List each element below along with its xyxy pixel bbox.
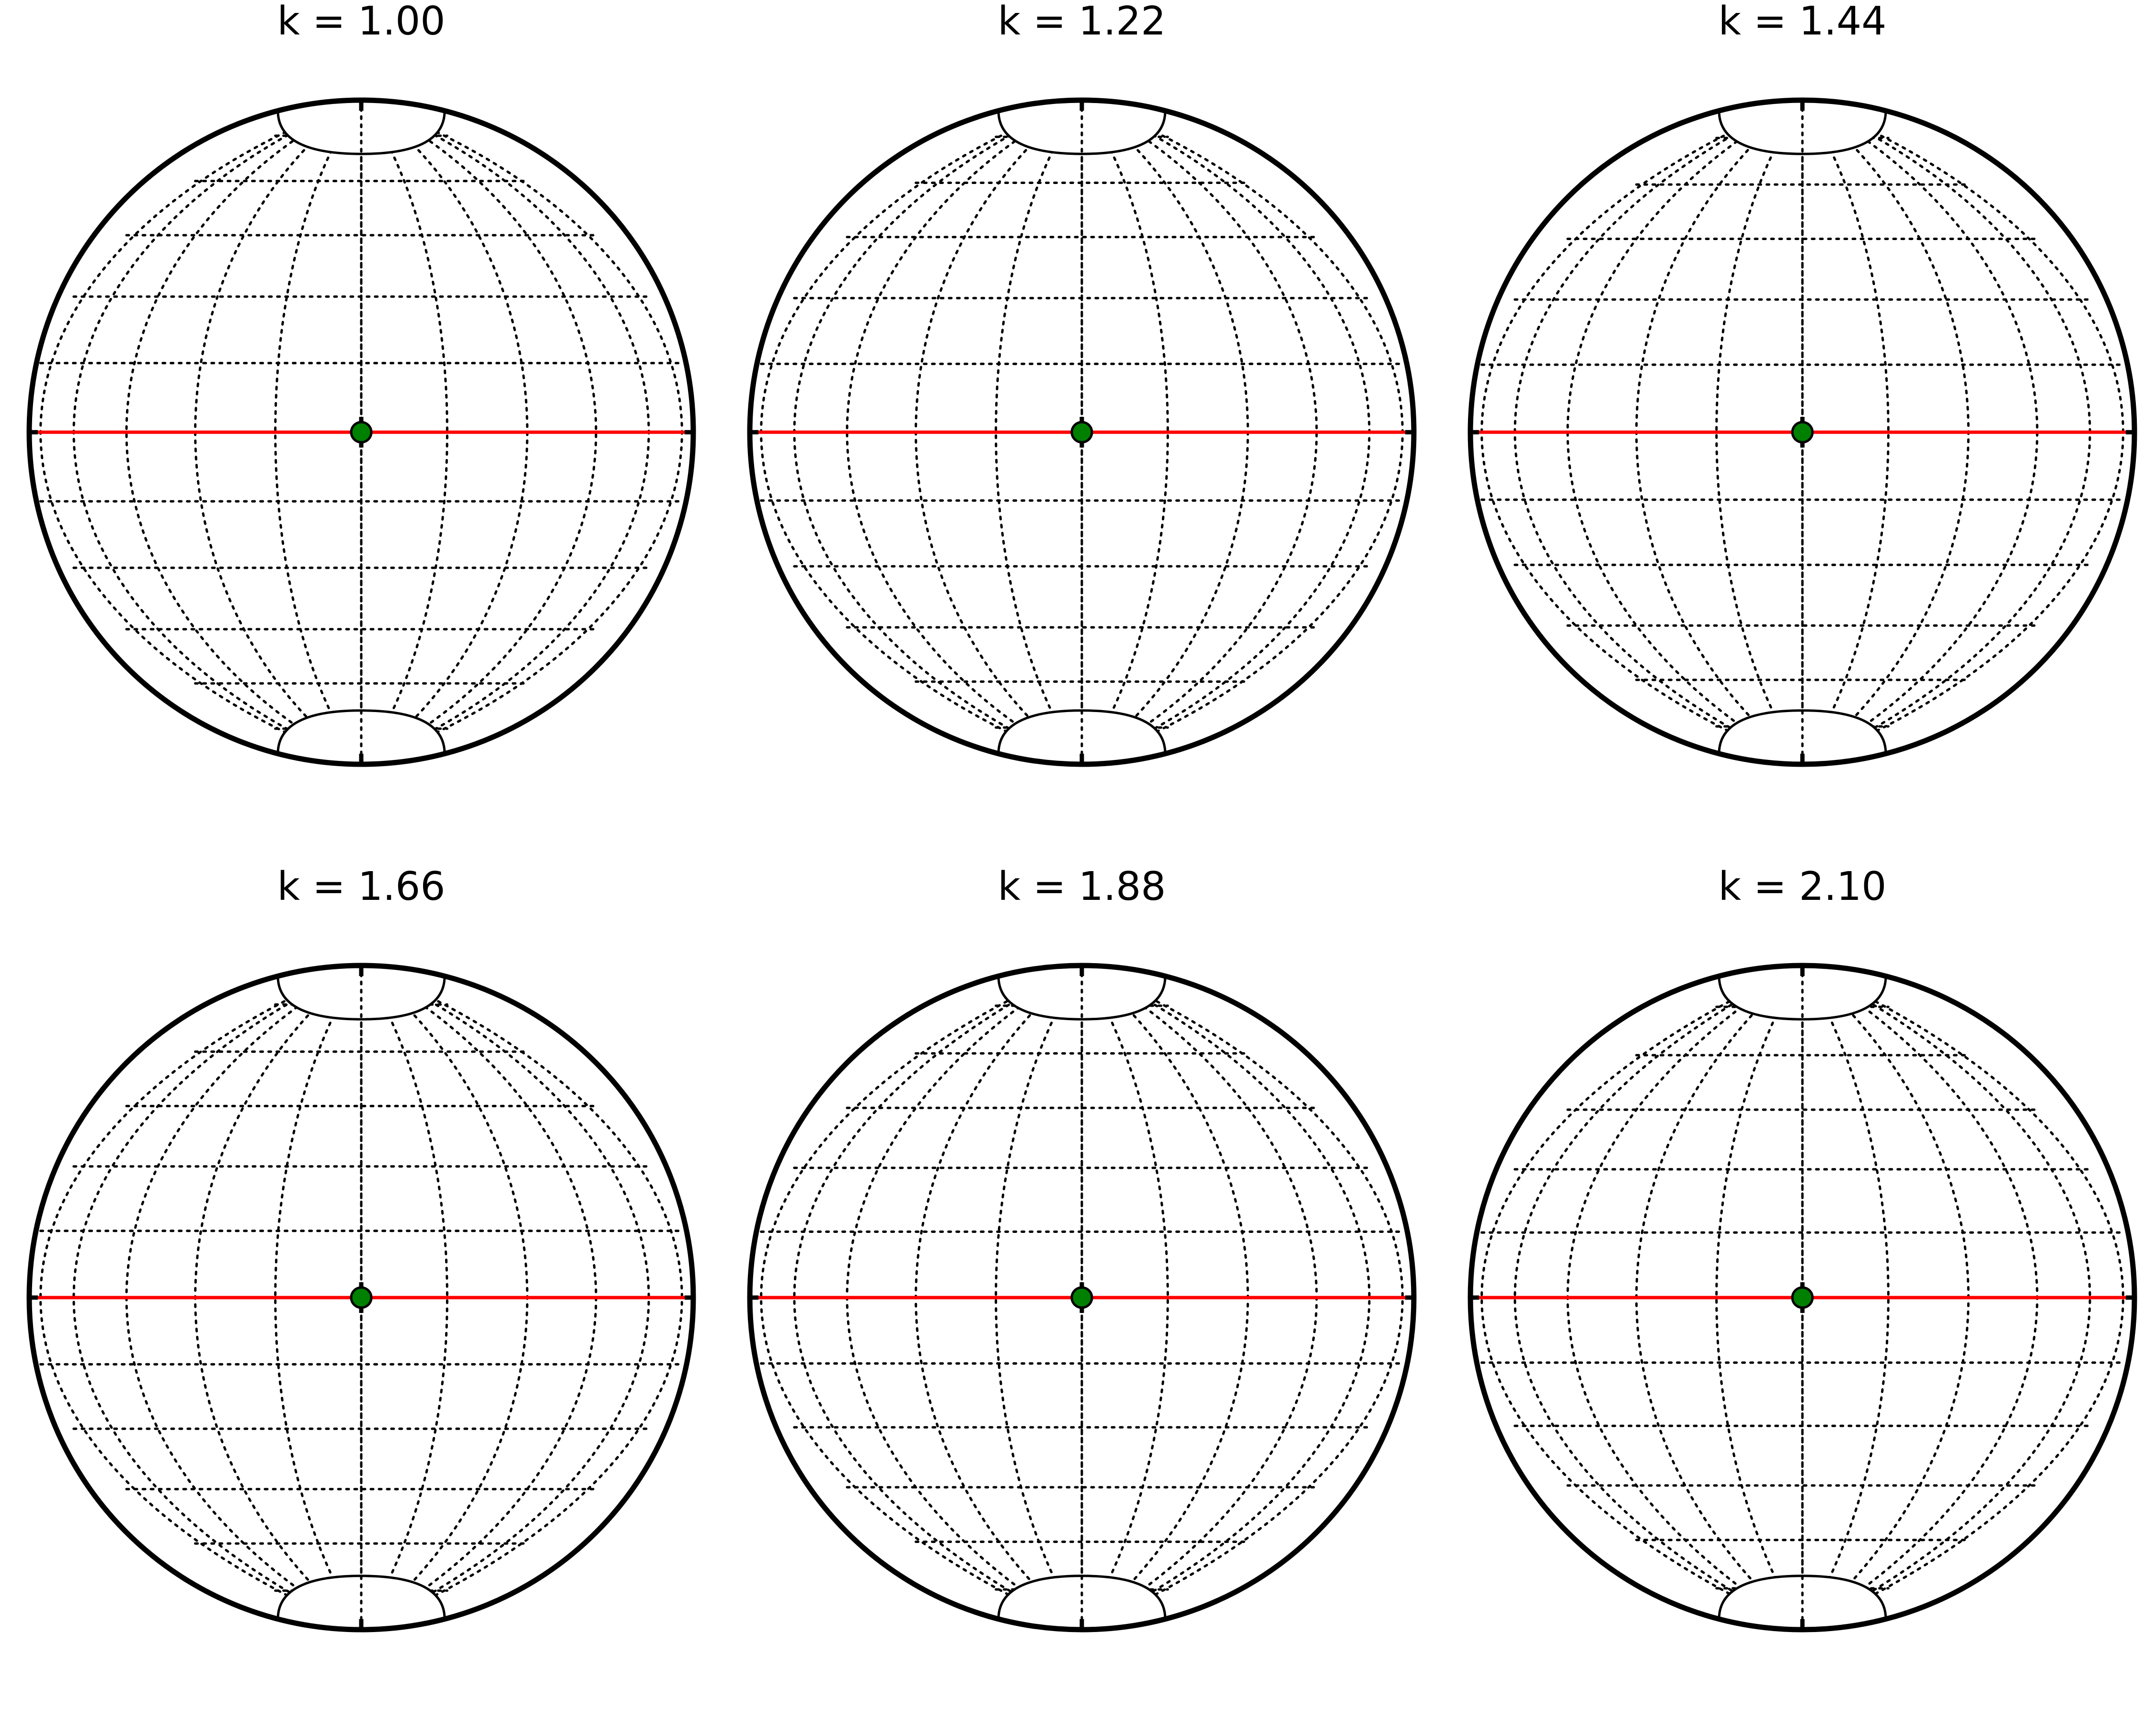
panel-3: k = 1.44 [1468, 0, 2137, 767]
meridian-line [1080, 100, 1169, 764]
panel-1: k = 1.00 [26, 0, 696, 767]
panel-title: k = 1.88 [998, 864, 1166, 909]
panel-title: k = 1.22 [998, 0, 1166, 44]
graticule [760, 100, 1404, 764]
meridian-line [760, 966, 1083, 1630]
meridian-line [360, 100, 448, 764]
panel-2: k = 1.22 [747, 0, 1417, 767]
meridian-line [1801, 966, 1890, 1630]
center-marker [1070, 421, 1093, 444]
panel-title: k = 1.00 [277, 0, 446, 44]
center-marker [1791, 1286, 1814, 1309]
meridian-line [72, 966, 363, 1630]
meridian-line [1080, 966, 1169, 1630]
panel-5: k = 1.88 [747, 864, 1417, 1633]
panel-title: k = 1.44 [1719, 0, 1887, 44]
panel-6: k = 2.10 [1468, 864, 2137, 1633]
panel-4: k = 1.66 [26, 864, 696, 1633]
center-marker [350, 421, 373, 444]
center-marker [1791, 421, 1814, 444]
panel-title: k = 1.66 [277, 864, 446, 909]
panel-title: k = 2.10 [1719, 864, 1887, 909]
center-marker [1070, 1286, 1093, 1309]
meridian-line [1080, 100, 1318, 764]
center-marker [350, 1286, 373, 1309]
